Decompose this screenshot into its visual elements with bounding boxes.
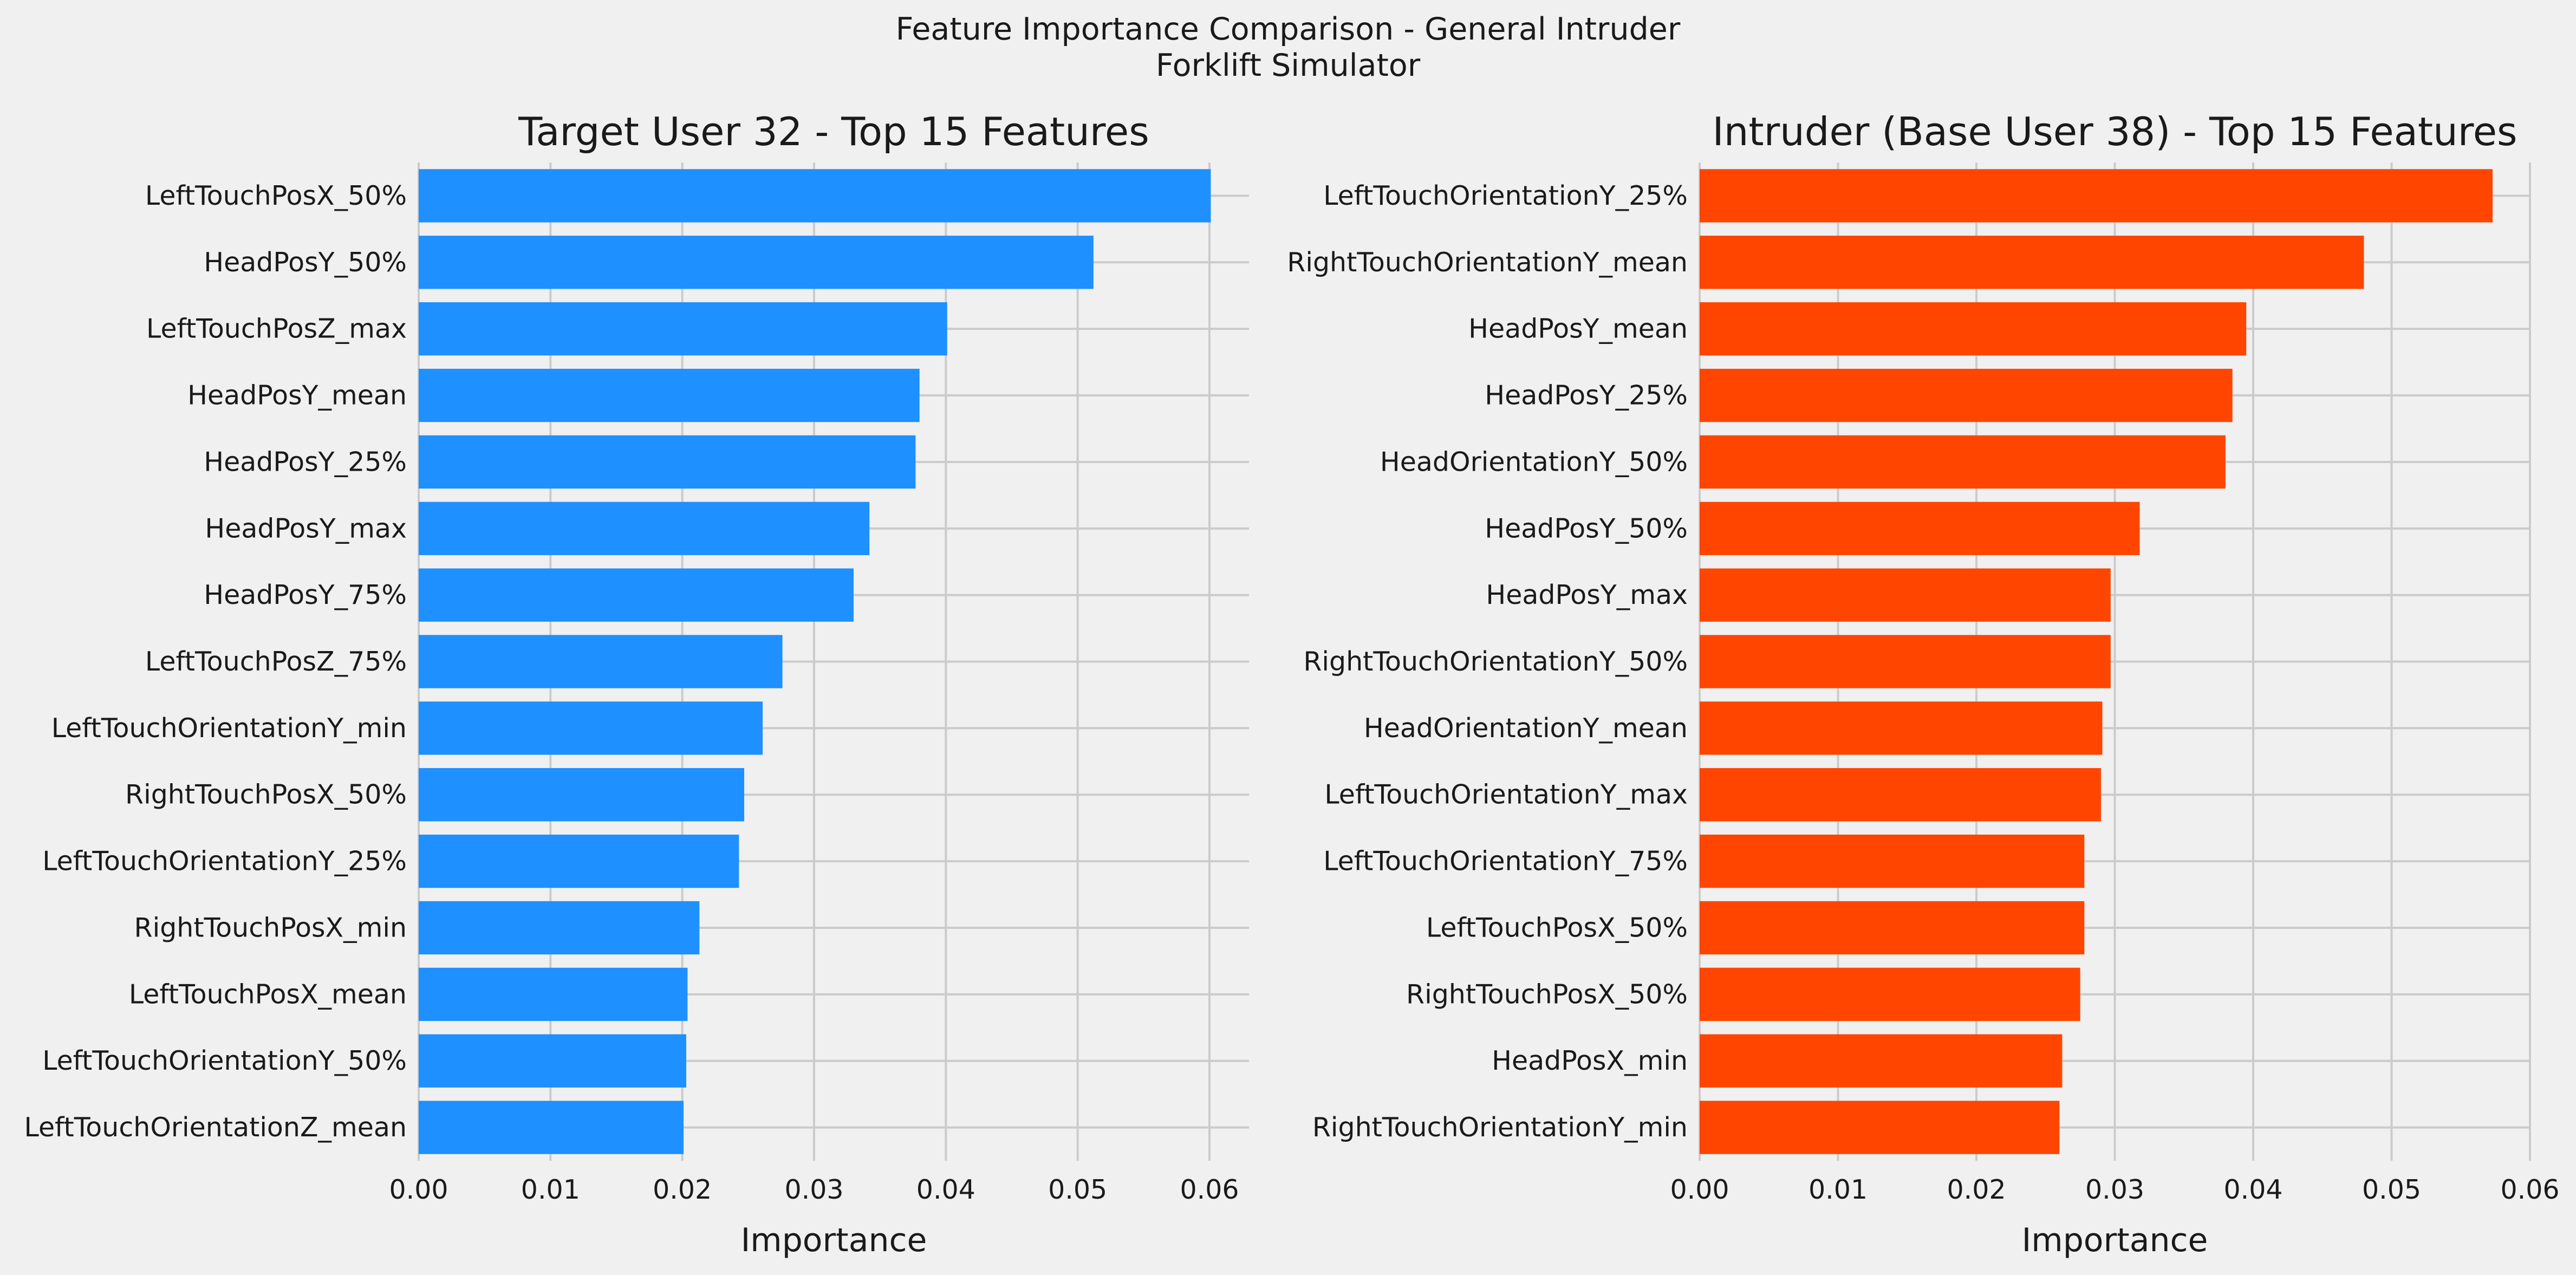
bar-target-12 xyxy=(419,901,700,955)
x-tick-label: 0.01 xyxy=(521,1174,580,1205)
bar-intruder-4 xyxy=(1700,368,2233,422)
category-label: HeadOrientationY_50% xyxy=(1380,446,1688,477)
category-label: LeftTouchOrientationZ_mean xyxy=(24,1112,407,1143)
bar-target-6 xyxy=(419,502,870,555)
x-tick-label: 0.02 xyxy=(653,1174,712,1205)
category-label: HeadPosY_mean xyxy=(1468,314,1688,344)
x-tick-label: 0.00 xyxy=(389,1174,448,1205)
axes-title-target: Target User 32 - Top 15 Features xyxy=(518,109,1149,154)
x-tick-label: 0.03 xyxy=(784,1174,843,1205)
bar-intruder-11 xyxy=(1700,834,2085,888)
category-label: HeadPosY_75% xyxy=(204,580,407,610)
category-label: HeadPosY_50% xyxy=(1485,513,1688,544)
x-tick-label: 0.03 xyxy=(2085,1174,2144,1205)
chart-panel-intruder: LeftTouchOrientationY_25% RightTouchOrien… xyxy=(1287,109,2559,1259)
bar-target-3 xyxy=(419,302,947,356)
bar-target-14 xyxy=(419,1034,686,1088)
category-label: LeftTouchOrientationY_min xyxy=(51,713,407,744)
x-tick-label: 0.02 xyxy=(1947,1174,2006,1205)
category-label: HeadPosY_25% xyxy=(204,446,407,477)
category-label: RightTouchPosX_50% xyxy=(1406,979,1688,1010)
x-tick-label: 0.05 xyxy=(1048,1174,1107,1205)
category-label: RightTouchPosX_50% xyxy=(125,779,407,810)
bar-intruder-9 xyxy=(1700,701,2103,755)
bar-intruder-3 xyxy=(1700,302,2247,356)
category-label: HeadPosX_min xyxy=(1492,1045,1688,1076)
bar-target-15 xyxy=(419,1101,684,1154)
bar-intruder-1 xyxy=(1700,169,2493,223)
category-label: LeftTouchOrientationY_max xyxy=(1324,779,1688,810)
category-label: LeftTouchPosX_50% xyxy=(1426,912,1688,943)
bar-intruder-5 xyxy=(1700,435,2226,489)
bar-target-1 xyxy=(419,169,1211,223)
category-label: RightTouchOrientationY_min xyxy=(1312,1112,1688,1143)
figure-title-line1: Feature Importance Comparison - General … xyxy=(896,11,1681,47)
category-label: LeftTouchPosX_mean xyxy=(129,979,407,1010)
bar-intruder-6 xyxy=(1700,502,2140,555)
bar-target-9 xyxy=(419,701,763,755)
bar-intruder-7 xyxy=(1700,568,2111,622)
category-label: HeadPosY_max xyxy=(205,513,407,544)
x-axis-label: Importance xyxy=(2022,1221,2208,1259)
axes-title-intruder: Intruder (Base User 38) - Top 15 Feature… xyxy=(1712,109,2517,154)
category-label: LeftTouchOrientationY_25% xyxy=(42,846,407,877)
bar-intruder-13 xyxy=(1700,967,2080,1021)
bar-target-10 xyxy=(419,768,745,822)
x-tick-label: 0.01 xyxy=(1809,1174,1868,1205)
bar-intruder-15 xyxy=(1700,1101,2060,1154)
category-label: LeftTouchOrientationY_75% xyxy=(1323,846,1688,877)
x-axis-label: Importance xyxy=(741,1221,927,1259)
x-tick-label: 0.04 xyxy=(916,1174,975,1205)
bar-target-13 xyxy=(419,967,688,1021)
category-label: LeftTouchOrientationY_25% xyxy=(1323,180,1688,211)
x-tick-label: 0.00 xyxy=(1670,1174,1729,1205)
category-label: LeftTouchPosZ_75% xyxy=(145,646,407,677)
bar-intruder-8 xyxy=(1700,635,2111,688)
figure-title-line2: Forklift Simulator xyxy=(1156,48,1421,83)
x-tick-label: 0.06 xyxy=(2500,1174,2559,1205)
category-label: LeftTouchPosZ_max xyxy=(146,314,407,344)
bar-target-4 xyxy=(419,368,920,422)
chart-panel-target-user: LeftTouchPosX_50% HeadPosY_50% LeftTouchPo… xyxy=(24,109,1249,1259)
bar-target-5 xyxy=(419,435,916,489)
bar-target-11 xyxy=(419,834,739,888)
bar-target-7 xyxy=(419,568,854,622)
category-label: LeftTouchOrientationY_50% xyxy=(42,1045,407,1076)
bar-intruder-2 xyxy=(1700,236,2364,289)
x-tick-label: 0.05 xyxy=(2362,1174,2421,1205)
bar-target-8 xyxy=(419,635,783,688)
bar-intruder-12 xyxy=(1700,901,2085,955)
category-label: RightTouchPosX_min xyxy=(134,912,407,943)
category-label: HeadPosY_25% xyxy=(1485,380,1688,411)
category-label: HeadPosY_mean xyxy=(187,380,407,411)
category-label: LeftTouchPosX_50% xyxy=(145,180,407,211)
bar-target-2 xyxy=(419,236,1094,289)
category-label: HeadOrientationY_mean xyxy=(1364,713,1688,744)
bar-intruder-14 xyxy=(1700,1034,2063,1088)
category-label: RightTouchOrientationY_50% xyxy=(1303,646,1688,677)
x-tick-label: 0.06 xyxy=(1180,1174,1239,1205)
category-label: HeadPosY_50% xyxy=(204,247,407,278)
x-tick-label: 0.04 xyxy=(2223,1174,2282,1205)
bar-intruder-10 xyxy=(1700,768,2101,822)
category-label: HeadPosY_max xyxy=(1486,580,1688,610)
category-label: RightTouchOrientationY_mean xyxy=(1287,247,1688,278)
